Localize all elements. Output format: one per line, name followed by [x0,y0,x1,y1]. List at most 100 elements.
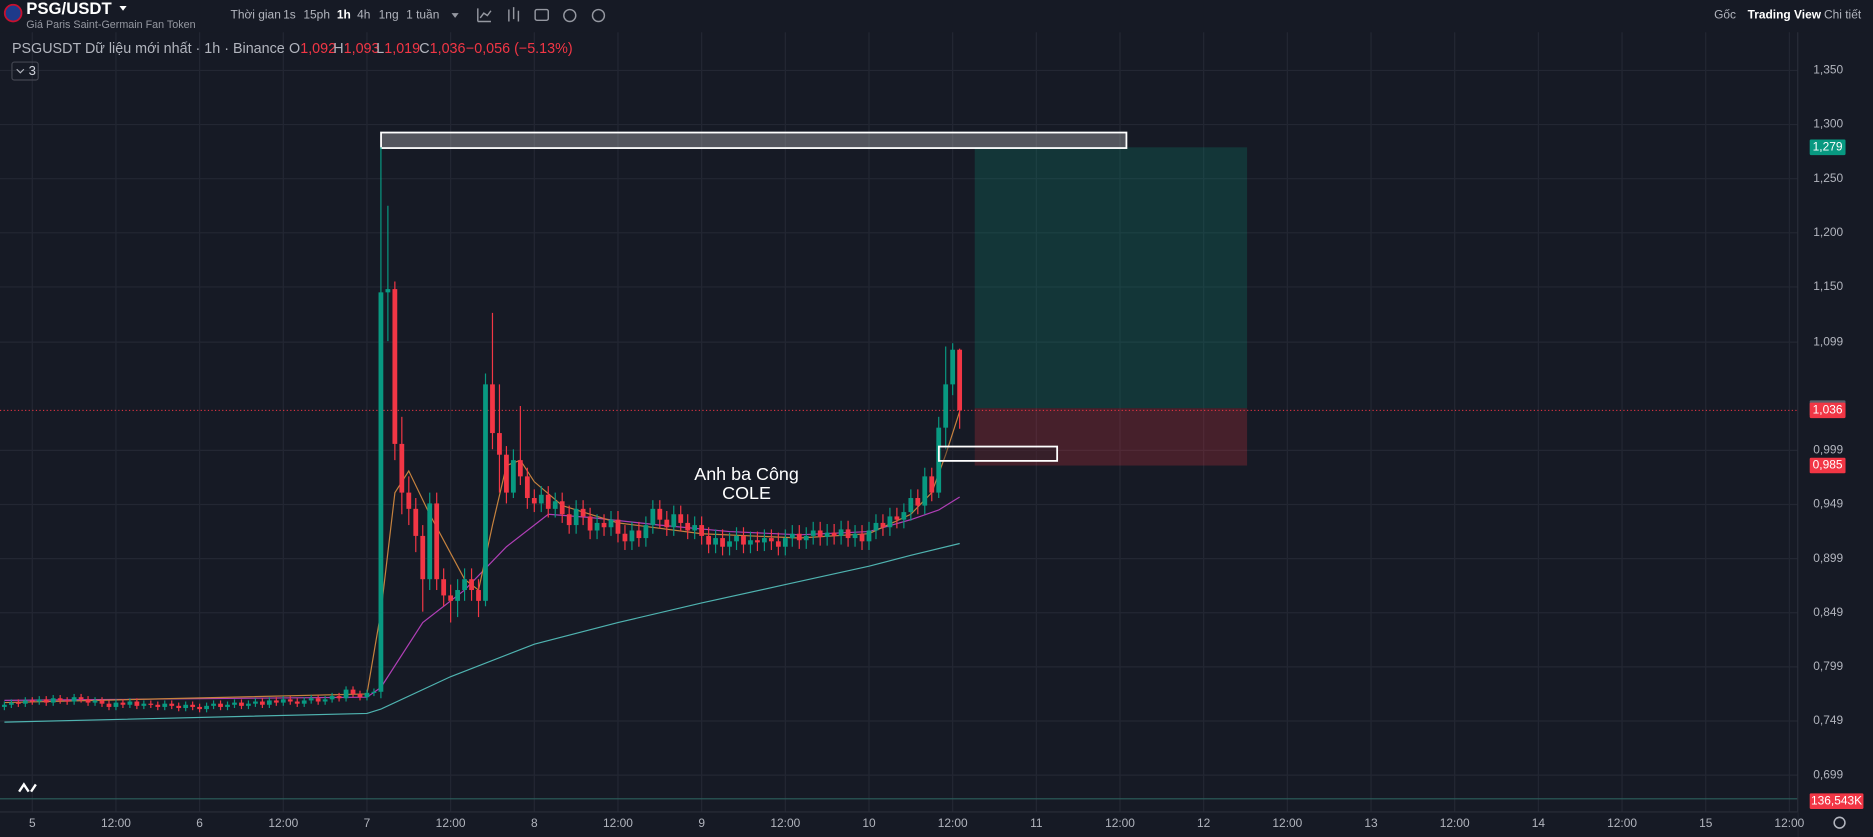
y-tick-label: 1,350 [1813,63,1843,77]
ohlc-label: L [376,41,384,57]
interval-button[interactable]: Thời gian [231,8,281,22]
candle-body [894,516,900,520]
candle-body [517,460,523,477]
candle-body [22,700,28,704]
indicator-count[interactable]: 3 [29,63,36,78]
candle-body [259,701,265,705]
interval-button[interactable]: 1s [283,8,296,22]
candle-body [197,706,203,710]
view-button[interactable]: Chi tiết [1824,8,1862,22]
interval-button[interactable]: 1ng [379,8,399,22]
candle-body [155,704,161,707]
candle-body [671,514,677,528]
x-tick-label: 12:00 [1105,816,1135,830]
settings-icon[interactable] [591,8,606,23]
price-axis [1797,0,1873,837]
snapshot-icon[interactable] [534,8,549,22]
interval-button[interactable]: 15ph [303,8,330,22]
x-tick-label: 12:00 [1440,816,1470,830]
grid [0,0,1798,812]
candle-body [915,498,921,506]
axis-settings[interactable] [1833,816,1846,829]
x-tick-label: 12:00 [1774,816,1804,830]
candle-body [608,519,614,528]
candle-body [99,700,105,704]
x-tick-label: 7 [364,816,371,830]
candle-body [253,701,258,704]
candle-body [273,700,279,703]
candle-body [922,476,928,506]
view-button[interactable]: Gốc [1714,8,1736,22]
interval-button[interactable]: 1h [337,8,351,22]
x-tick-label: 8 [531,816,538,830]
compare-icon[interactable] [508,7,520,22]
candle-body [552,501,558,509]
x-tick-label: 13 [1364,816,1378,830]
candle-body [490,384,495,434]
x-tick-label: 12:00 [603,816,633,830]
candle-body [315,698,321,702]
candle-body [545,494,551,509]
view-switch: Gốc Trading View Chi tiết [1714,8,1862,22]
ohlc-value: 1,092 [300,41,336,57]
candle-body [204,705,209,710]
candle-body [831,532,837,536]
candle-body [43,699,49,703]
candle-body [378,292,384,692]
candle-body [162,703,168,707]
chevron[interactable] [16,68,25,74]
interval-dropdown[interactable] [451,13,459,18]
candle-body [343,689,349,699]
candle-body [734,535,739,542]
candle-body [538,494,544,504]
candle-body [287,699,293,702]
candle-body [796,533,802,541]
candle-body [650,508,656,526]
candle-body [50,698,56,703]
y-tick-label: 0,699 [1813,767,1843,781]
x-tick-label: 10 [862,816,876,830]
add-icon[interactable] [563,8,577,23]
interval-button[interactable]: 4h [357,8,370,22]
view-button[interactable]: Trading View [1748,8,1822,22]
x-tick-label: 12:00 [268,816,298,830]
indicator-toggle[interactable] [11,61,39,81]
candle-body [810,530,816,536]
candles [2,147,963,713]
candle-body [727,541,732,547]
x-tick-label: 6 [196,816,203,830]
y-tick-label: 0,899 [1813,551,1843,565]
candle-body [873,522,879,531]
candle-body [169,703,175,706]
candle-body [427,503,433,580]
candle-body [434,503,440,580]
indicator-icon[interactable] [477,8,492,23]
candle-body [629,530,635,542]
candle-body [399,443,405,493]
price-tag [1809,402,1846,419]
candle-body [106,703,112,707]
price-tag-label: 0,985 [1813,458,1843,472]
candle-body [713,538,718,545]
volume-tag [1809,793,1864,809]
logo[interactable] [3,3,23,23]
candle-body [887,516,893,528]
interval-button[interactable]: 1 tuần [406,8,439,22]
candle-body [957,349,963,411]
candle-body [71,697,77,702]
x-tick-label: 12:00 [770,816,800,830]
candle-body [943,384,949,428]
x-tick-label: 12 [1197,816,1211,830]
candle-body [336,696,342,699]
candle-body [497,433,502,455]
candle-body [246,703,251,706]
ohlc-label: C [419,41,429,57]
symbol[interactable]: PSG/USDT [26,0,112,18]
candle-body [664,519,670,528]
symbol-name: Giá Paris Saint-Germain Fan Token [26,19,195,31]
ohlc-label: H [333,41,343,57]
price-tag-label: 1,279 [1813,139,1843,153]
symbol-dropdown[interactable] [119,5,127,11]
